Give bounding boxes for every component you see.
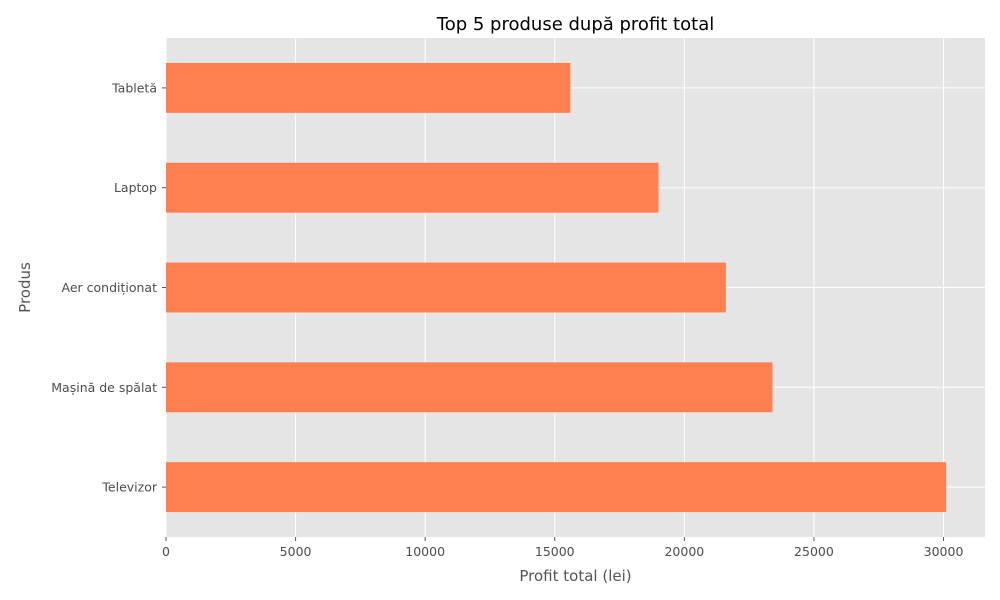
x-tick-label: 20000 [664,544,704,559]
x-axis-ticks: 0 5000 10000 15000 20000 25000 30000 [162,537,963,559]
y-axis-ticks: Televizor Mașină de spălat Aer condiționat… [51,80,166,495]
y-axis-label: Produs [16,262,34,313]
x-axis-label: Profit total (lei) [519,567,631,585]
y-tick-label: Tabletă [111,80,157,95]
bar [166,262,726,313]
x-tick-label: 10000 [405,544,445,559]
y-tick-label: Laptop [114,180,157,195]
chart-title: Top 5 produse după profit total [436,14,714,35]
y-tick-label: Aer condiționat [62,280,158,295]
bar [166,62,571,113]
x-tick-label: 25000 [794,544,834,559]
bars [166,62,947,513]
x-tick-label: 0 [162,544,170,559]
x-tick-label: 15000 [535,544,575,559]
y-tick-label: Mașină de spălat [51,380,157,395]
x-tick-label: 30000 [924,544,964,559]
bar [166,462,947,513]
y-tick-label: Televizor [101,480,157,495]
bar [166,362,773,413]
x-tick-label: 5000 [280,544,312,559]
bar [166,162,659,213]
